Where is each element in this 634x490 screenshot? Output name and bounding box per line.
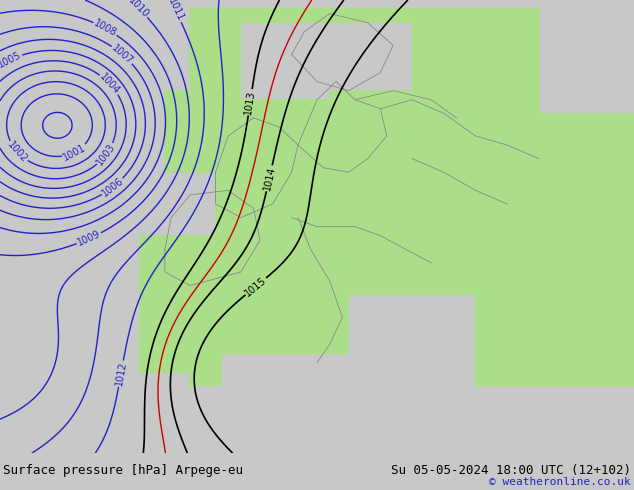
Text: 1006: 1006: [100, 175, 126, 198]
Text: 1011: 1011: [166, 0, 185, 24]
Text: 1001: 1001: [61, 142, 88, 162]
Text: 1010: 1010: [126, 0, 150, 20]
Text: 1004: 1004: [98, 72, 122, 97]
Text: 1005: 1005: [0, 50, 23, 70]
Text: 1007: 1007: [110, 43, 135, 66]
Text: 1015: 1015: [243, 275, 269, 298]
Text: 1008: 1008: [92, 18, 119, 39]
Text: 1009: 1009: [75, 229, 102, 248]
Text: 1013: 1013: [243, 89, 257, 115]
Text: 1003: 1003: [94, 142, 117, 167]
Text: Su 05-05-2024 18:00 UTC (12+102): Su 05-05-2024 18:00 UTC (12+102): [391, 465, 631, 477]
Text: Surface pressure [hPa] Arpege-eu: Surface pressure [hPa] Arpege-eu: [3, 465, 243, 477]
Text: © weatheronline.co.uk: © weatheronline.co.uk: [489, 477, 631, 487]
Text: 1002: 1002: [6, 140, 29, 165]
Text: 1014: 1014: [262, 165, 277, 192]
Text: 1012: 1012: [114, 361, 128, 387]
